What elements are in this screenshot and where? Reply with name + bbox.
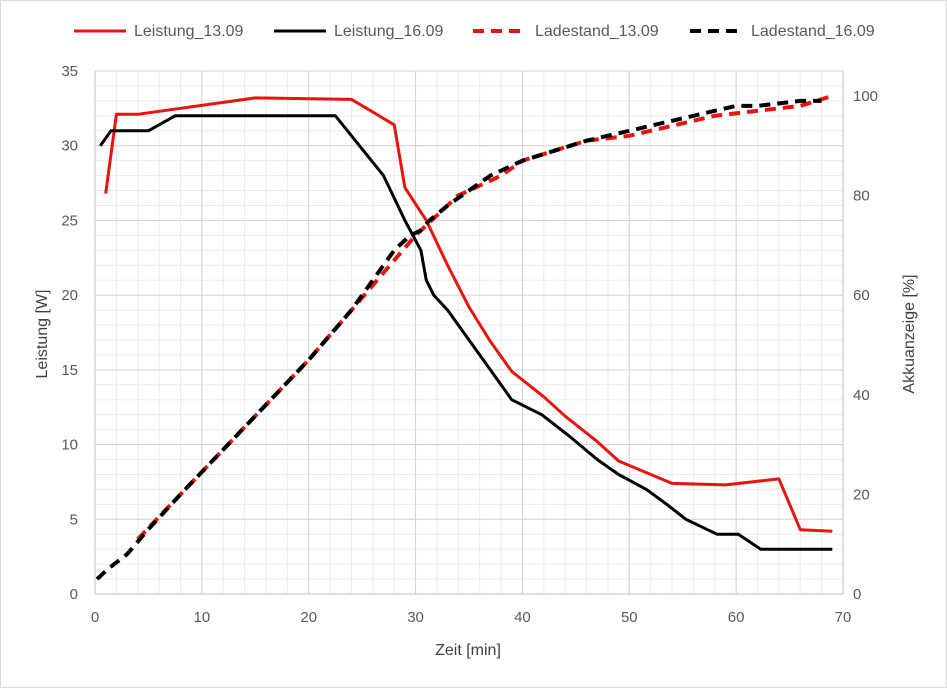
y-tick-label: 15 [61,362,78,379]
y2-tick-label: 100 [853,88,878,105]
x-tick-label: 70 [835,609,852,626]
x-axis-ticks: 0 10 20 30 40 50 60 70 [91,609,852,626]
x-tick-label: 30 [407,609,424,626]
series-layer [95,93,833,581]
x-tick-label: 20 [300,609,317,626]
x-tick-label: 10 [194,609,211,626]
y-tick-label: 0 [70,586,78,603]
y-tick-label: 10 [61,437,78,454]
series-line-leistung-13-09 [104,96,833,533]
y-tick-label: 30 [61,138,78,155]
legend-item-leistung-13-09: Leistung_13.09 [74,23,244,40]
legend: Leistung_13.09 Leistung_16.09 Ladestand_… [74,23,875,40]
y2-tick-label: 40 [853,387,870,404]
major-gridlines [95,70,844,594]
y2-axis-ticks: 0 20 40 60 80 100 [853,88,878,603]
legend-item-leistung-16-09: Leistung_16.09 [274,23,444,40]
series-line-ladestand-13-09 [136,93,833,541]
y2-tick-label: 0 [853,586,861,603]
series-line-ladestand-16-09 [95,98,822,581]
x-tick-label: 40 [514,609,531,626]
y-tick-label: 20 [61,287,78,304]
series-line-leistung-16-09 [99,114,833,551]
y2-axis-title: Akkuanzeige [%] [901,274,918,393]
y-tick-label: 5 [70,511,78,528]
legend-item-ladestand-13-09: Ladestand_13.09 [473,23,659,40]
y2-tick-label: 80 [853,188,870,205]
y2-tick-label: 20 [853,486,870,503]
legend-item-ladestand-16-09: Ladestand_16.09 [690,23,875,40]
x-tick-label: 50 [621,609,638,626]
y2-tick-label: 60 [853,287,870,304]
y-axis-ticks: 0 5 10 15 20 25 30 35 [61,63,78,603]
legend-label-leistung-13-09: Leistung_13.09 [134,23,244,40]
y-tick-label: 25 [61,212,78,229]
legend-label-ladestand-13-09: Ladestand_13.09 [535,23,659,40]
x-tick-label: 60 [728,609,745,626]
legend-label-leistung-16-09: Leistung_16.09 [334,23,444,40]
y-axis-title: Leistung [W] [34,290,51,379]
axes [94,71,844,595]
y-tick-label: 35 [61,63,78,80]
x-tick-label: 0 [91,609,99,626]
minor-gridlines [95,71,843,594]
x-axis-title: Zeit [min] [435,642,501,659]
legend-label-ladestand-16-09: Ladestand_16.09 [751,23,875,40]
